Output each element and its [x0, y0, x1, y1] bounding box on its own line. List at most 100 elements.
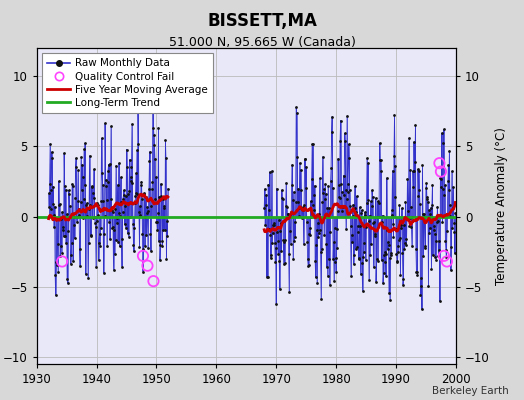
Point — [402, 242, 411, 248]
Point — [286, 212, 294, 218]
Point — [305, 231, 313, 238]
Point — [384, 242, 392, 248]
Point — [162, 256, 171, 262]
Point — [90, 214, 99, 220]
Point — [286, 227, 294, 234]
Point — [109, 224, 117, 230]
Point — [139, 268, 147, 275]
Point — [152, 174, 160, 180]
Point — [341, 138, 350, 144]
Point — [144, 208, 152, 214]
Point — [119, 192, 128, 198]
Point — [323, 204, 331, 211]
Point — [450, 229, 458, 236]
Point — [435, 160, 444, 166]
Point — [69, 214, 78, 220]
Point — [414, 166, 422, 172]
Point — [441, 238, 450, 244]
Point — [386, 296, 394, 303]
Point — [449, 184, 457, 191]
Point — [403, 214, 411, 220]
Point — [422, 185, 430, 192]
Point — [338, 208, 346, 214]
Point — [317, 296, 325, 302]
Point — [346, 223, 355, 229]
Point — [133, 147, 141, 153]
Point — [114, 238, 122, 245]
Point — [415, 186, 423, 193]
Point — [309, 202, 317, 208]
Point — [94, 257, 103, 264]
Point — [358, 260, 366, 266]
Point — [105, 160, 114, 167]
Point — [112, 162, 120, 169]
Point — [395, 202, 403, 208]
Point — [353, 222, 362, 229]
Point — [75, 246, 84, 252]
Point — [411, 159, 419, 166]
Point — [310, 182, 319, 189]
Point — [277, 220, 285, 226]
Point — [328, 113, 336, 120]
Point — [383, 227, 391, 233]
Point — [362, 257, 370, 264]
Point — [384, 239, 392, 246]
Point — [48, 201, 57, 207]
Point — [146, 148, 154, 155]
Point — [316, 249, 325, 256]
Point — [331, 255, 340, 262]
Point — [76, 263, 84, 270]
Point — [143, 231, 151, 238]
Point — [62, 240, 70, 246]
Point — [450, 220, 458, 226]
Point — [343, 189, 352, 195]
Point — [339, 202, 347, 209]
Point — [363, 197, 372, 203]
Point — [342, 195, 351, 202]
Point — [121, 221, 129, 228]
Point — [308, 176, 316, 182]
Point — [121, 203, 129, 209]
Point — [289, 188, 298, 195]
Point — [388, 167, 397, 174]
Point — [414, 193, 423, 199]
Point — [351, 183, 359, 190]
Point — [362, 224, 370, 230]
Point — [406, 215, 414, 221]
Point — [135, 244, 144, 250]
Point — [314, 234, 322, 240]
Point — [445, 186, 453, 193]
Point — [405, 135, 413, 141]
Point — [270, 240, 279, 246]
Point — [361, 212, 369, 218]
Point — [285, 289, 293, 295]
Point — [399, 282, 407, 288]
Point — [374, 258, 382, 265]
Point — [278, 195, 287, 202]
Point — [269, 222, 277, 228]
Point — [101, 120, 109, 127]
Point — [431, 230, 440, 237]
Point — [80, 196, 88, 202]
Point — [357, 210, 365, 216]
Point — [147, 203, 156, 210]
Point — [318, 246, 326, 252]
Point — [122, 193, 130, 200]
Point — [388, 207, 396, 213]
Point — [124, 233, 133, 240]
Point — [387, 250, 395, 256]
Point — [102, 183, 110, 189]
Point — [331, 259, 340, 266]
Point — [158, 238, 166, 244]
Point — [69, 182, 77, 189]
Point — [57, 243, 65, 249]
Point — [311, 274, 320, 280]
Point — [260, 186, 269, 192]
Point — [290, 238, 298, 244]
Point — [292, 104, 300, 110]
Point — [266, 232, 275, 238]
Point — [428, 182, 436, 188]
Point — [366, 198, 375, 204]
Point — [140, 190, 148, 197]
Point — [378, 212, 387, 219]
